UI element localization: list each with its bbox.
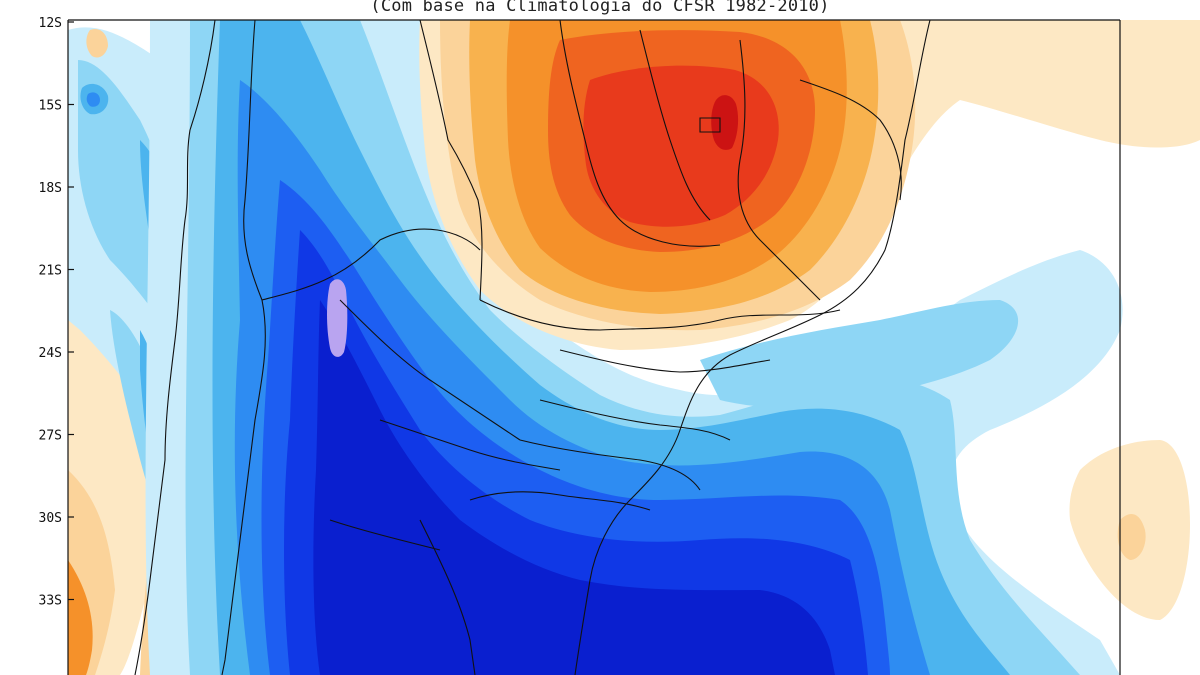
brazil-state-3 — [737, 39, 821, 301]
argentina-interior-1 — [379, 419, 561, 471]
brazil-interior-2 — [479, 299, 841, 331]
latitude-label-12s: 12S — [39, 16, 62, 31]
east-edge-warm-2 — [1117, 514, 1146, 560]
brazil-state-2 — [639, 29, 711, 221]
atlantic-coastline — [574, 19, 931, 675]
north-cool-belt-7 — [313, 300, 836, 675]
bolivia-paraguay-border — [261, 228, 481, 301]
latitude-labels: 12S 15S 18S 21S 24S 27S 30S 33S — [39, 16, 62, 609]
latitude-ticks — [68, 21, 74, 601]
latitude-label-18s: 18S — [39, 181, 62, 196]
argentina-interior-3 — [329, 519, 441, 551]
latitude-label-27s: 27S — [39, 429, 62, 444]
latitude-label-15s: 15S — [39, 99, 62, 114]
brazil-state-1 — [559, 19, 721, 247]
west-warm-band-3 — [68, 560, 93, 675]
brazil-interior-1 — [419, 19, 483, 301]
map-subtitle: (Com base na Climatologia do CFSR 1982-2… — [370, 0, 830, 16]
top-left-warm-spot — [86, 28, 108, 58]
west-cool-spot-2 — [86, 92, 100, 107]
andes-border — [221, 19, 266, 675]
atlantic-cool-arm-1 — [700, 300, 1019, 408]
central-cool-peak — [327, 279, 348, 357]
north-warm-blob-core — [711, 95, 739, 150]
south-state-line — [539, 399, 731, 441]
rio-grande-line — [519, 439, 701, 491]
political-borders — [134, 19, 931, 675]
state-box — [699, 117, 721, 133]
sao-paulo-region — [559, 349, 771, 373]
latitude-label-30s: 30S — [39, 511, 62, 526]
contour-fills — [68, 20, 1200, 675]
latitude-axis: 12S 15S 18S 21S 24S 27S 30S 33S — [39, 16, 1121, 675]
argentina-interior-2 — [419, 519, 476, 675]
latitude-label-24s: 24S — [39, 346, 62, 361]
paraguay-south-border — [339, 299, 521, 441]
latitude-label-21s: 21S — [39, 264, 62, 279]
latitude-label-33s: 33S — [39, 594, 62, 609]
pacific-coastline — [134, 19, 216, 675]
uruguay-border — [469, 491, 651, 511]
